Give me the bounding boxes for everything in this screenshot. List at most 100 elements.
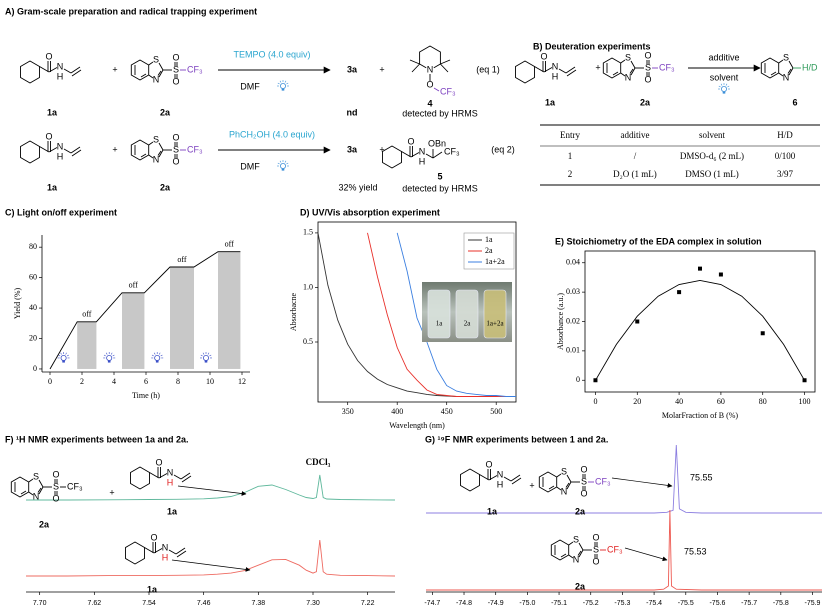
y-axis-label: Absorbacne [289,292,298,331]
data-point [760,331,765,336]
vial-label: 1a [436,320,444,328]
data-point [593,378,598,383]
pointer-arrow [171,559,251,572]
x-tick-label: 10 [206,377,214,386]
bond [511,477,522,485]
label: CF₃ [659,62,675,72]
label: CF₃ [187,144,203,154]
data-point [635,319,640,324]
bond [148,141,154,146]
label: CF₃ [187,64,203,74]
label: H/D [802,62,818,72]
bond [140,153,147,158]
off-period [218,251,241,369]
label: CF₃ [67,481,83,491]
bond [620,59,626,64]
bond [71,149,82,157]
label: N [419,146,426,156]
label: S [581,476,587,486]
bond [577,550,582,556]
bond [548,485,555,490]
reagent: TEMPO (4.0 equiv) [233,49,310,59]
vial-label: 2a [464,320,472,328]
label: H [162,552,169,562]
label: 1a [147,584,158,594]
x-tick-label: 6 [144,377,148,386]
vial [427,289,451,339]
off-period [170,266,194,369]
bulb-ray [727,85,730,88]
x-tick-label: -75.2 [583,600,599,607]
table [540,124,820,186]
x-tick-label: 2 [80,377,84,386]
bond [788,67,794,76]
label: 2a [575,506,586,516]
bond [158,62,164,71]
data-point [698,266,702,271]
light-bulb [200,351,212,363]
label: O [52,493,59,503]
bulb-ray [60,352,62,355]
x-tick-label: 7.30 [306,600,320,607]
spectrum-trace [426,444,822,514]
label: O [155,457,162,467]
label: S [561,466,567,476]
bulb-ray [286,82,289,85]
bond [630,67,636,76]
x-tick-label: -75.8 [773,600,789,607]
label: 3/97 [777,169,794,179]
panel-title: E) Stoichiometry of the EDA complex in s… [555,236,762,246]
bulb-base [281,168,285,171]
ring [130,59,150,81]
bulb-ray [725,83,728,86]
bond [568,554,574,559]
light-bulb [277,80,289,91]
bond [578,549,584,558]
label: N [427,64,434,74]
data-point [677,290,682,295]
vial [483,289,507,339]
label: O [580,488,587,498]
compound-label: 2a [160,107,171,117]
label: O [172,132,179,142]
pointer-arrow [624,547,668,562]
y-tick-label: 0 [33,364,37,373]
y-tick-label: 0.5 [303,337,313,346]
y-tick-label: 1.0 [303,282,313,291]
compound-label: 6 [792,97,797,107]
bond [175,547,186,555]
label: 2a [39,519,50,529]
bond [158,473,168,479]
data-point [802,378,807,383]
bond [176,550,187,558]
bulb-ray [158,352,161,355]
label: N [497,469,504,479]
label: S [173,144,179,154]
x-tick-label: 7.38 [252,600,266,607]
x-tick-label: 7.70 [33,600,47,607]
bond [148,61,154,66]
panel-title: D) UV/Vis absorption experiment [300,207,440,217]
plus: + [112,64,117,74]
bond [787,68,792,74]
compound-label: 5 [437,171,442,181]
bond [181,475,192,483]
solvent: DMF [240,81,260,91]
ring [460,468,480,492]
bond [411,63,420,73]
bond [433,87,440,92]
panel-title: C) Light on/off experiment [5,207,117,217]
label: H [167,477,174,487]
label: O [644,50,651,60]
plus: + [112,144,117,154]
bond [70,146,81,154]
bond [556,473,562,478]
light-bulb [277,160,289,171]
label: O [580,464,587,474]
bond [410,152,420,158]
bond [620,72,626,77]
bond [432,151,443,159]
x-tick-label: -74.7 [424,600,440,607]
bulb-ray [277,162,280,165]
